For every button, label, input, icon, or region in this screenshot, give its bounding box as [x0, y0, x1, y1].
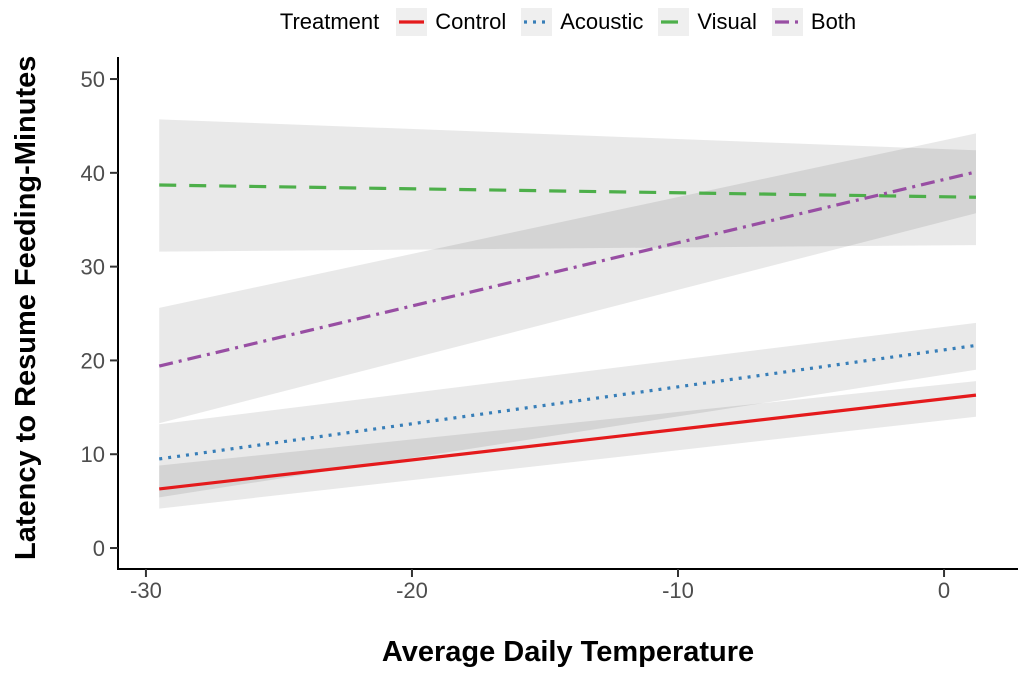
- legend-label-both: Both: [810, 9, 857, 34]
- x-axis-title: Average Daily Temperature: [381, 636, 755, 668]
- y-tick-label: 50: [81, 67, 105, 92]
- control-confidence-ribbon: [159, 381, 976, 509]
- acoustic-confidence-ribbon: [159, 322, 976, 498]
- y-tick-label: 40: [81, 161, 105, 186]
- x-tick-label: -30: [130, 578, 162, 603]
- legend-item-control: Control: [396, 8, 506, 36]
- x-tick-label: -20: [396, 578, 428, 603]
- acoustic-line-sample-icon: [524, 20, 550, 24]
- control-legend-key-icon: [396, 8, 428, 36]
- x-tick-label: 0: [938, 578, 950, 603]
- visual-legend-key-icon: [658, 8, 690, 36]
- y-tick-label: 30: [81, 255, 105, 280]
- x-tick-label: -10: [662, 578, 694, 603]
- visual-confidence-ribbon: [159, 119, 976, 252]
- legend-label-acoustic: Acoustic: [560, 9, 644, 34]
- legend-label-control: Control: [435, 9, 507, 34]
- legend-label-visual: Visual: [697, 9, 757, 34]
- y-tick-label: 0: [93, 536, 105, 561]
- y-tick-label: 10: [81, 442, 105, 467]
- visual-line-sample-icon: [661, 20, 687, 24]
- both-line-sample-icon: [774, 20, 800, 24]
- control-line-sample-icon: [399, 20, 425, 24]
- legend-title: Treatment: [279, 9, 380, 34]
- visual-line: [159, 183, 976, 199]
- control-line: [159, 393, 977, 491]
- legend-item-acoustic: Acoustic: [521, 8, 643, 36]
- acoustic-legend-key-icon: [521, 8, 553, 36]
- legend-item-both: Both: [771, 8, 857, 36]
- legend-item-visual: Visual: [658, 8, 757, 36]
- both-line: [158, 170, 977, 368]
- both-legend-key-icon: [771, 8, 803, 36]
- y-axis-title: Latency to Resume Feeding-Minutes: [10, 55, 42, 561]
- both-confidence-ribbon: [159, 133, 976, 424]
- chart-legend: Treatment Control Acoustic Visual Both: [118, 5, 1018, 39]
- acoustic-line: [159, 343, 977, 461]
- y-tick-label: 20: [81, 348, 105, 373]
